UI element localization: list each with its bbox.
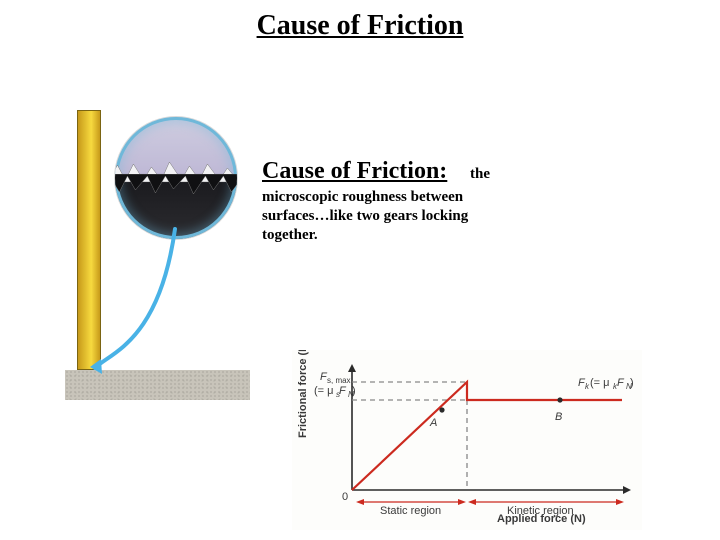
svg-text:Kinetic region: Kinetic region	[507, 505, 574, 517]
kinetic-region-indicator: Kinetic region	[468, 499, 624, 517]
section-subtitle: Cause of Friction:	[262, 158, 447, 185]
static-region-indicator: Static region	[356, 499, 466, 517]
friction-vs-applied-force-chart: A B 0 Frictional force (N) Applied force…	[292, 350, 642, 530]
fk-label: F k (= μ k F N )	[578, 377, 634, 391]
friction-curve	[352, 382, 622, 490]
y-axis-arrow	[348, 364, 356, 372]
svg-text:(= μ: (= μ	[314, 385, 333, 397]
section-subtitle-tail: the	[470, 166, 490, 183]
svg-text:): )	[352, 385, 356, 397]
svg-text:Static region: Static region	[380, 505, 441, 517]
vertical-block	[77, 110, 101, 370]
y-axis-label: Frictional force (N)	[297, 350, 309, 438]
page-title: Cause of Friction	[0, 10, 720, 42]
svg-text:): )	[630, 377, 634, 389]
point-a-dot	[439, 407, 444, 412]
section-body: microscopic roughness between surfaces…l…	[262, 188, 522, 244]
point-a-label: A	[429, 417, 437, 429]
floor-surface	[65, 370, 250, 400]
svg-text:F: F	[617, 377, 625, 389]
point-b-label: B	[555, 411, 562, 423]
svg-text:(= μ: (= μ	[590, 377, 609, 389]
point-b-dot	[557, 397, 562, 402]
svg-text:s, max: s, max	[327, 376, 351, 385]
bottom-surface-teeth	[115, 174, 237, 194]
x-axis-arrow	[623, 486, 631, 494]
svg-text:F: F	[339, 385, 347, 397]
fs-max-label: F s, max (= μ s F N )	[314, 371, 356, 399]
origin-label: 0	[342, 491, 348, 503]
microscopic-roughness-illustration	[65, 105, 255, 400]
magnifier-circle	[115, 117, 237, 239]
